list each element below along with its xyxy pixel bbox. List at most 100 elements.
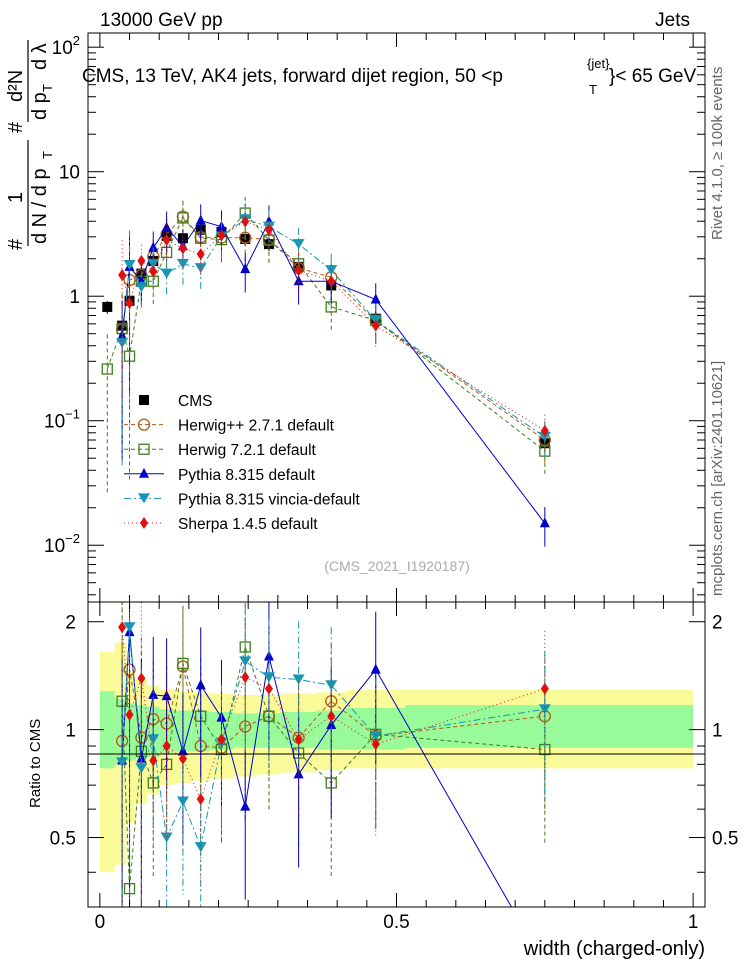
ylabel-den-2a: d p bbox=[29, 92, 51, 120]
ylabel-hash-2: # bbox=[5, 121, 27, 133]
legend-item-cms: CMS bbox=[139, 393, 212, 410]
main-panel-series bbox=[101, 196, 551, 547]
ratio-uncertainty-bands bbox=[99, 642, 694, 873]
y-tick-label: 10−1 bbox=[44, 407, 80, 433]
data-point bbox=[540, 424, 549, 437]
ratio-y-tick-label: 0.5 bbox=[50, 829, 76, 850]
legend-label: Herwig++ 2.7.1 default bbox=[178, 418, 335, 435]
ylabel-num-2: d²N bbox=[5, 70, 27, 102]
data-point bbox=[195, 214, 206, 225]
ratio-y-tick-label: 1 bbox=[65, 721, 76, 742]
ratio-point bbox=[195, 679, 206, 690]
data-point bbox=[148, 241, 159, 252]
data-point bbox=[125, 297, 134, 310]
ratio-y-tick-label-right: 2 bbox=[712, 613, 723, 634]
series-sherpa-1-4-5-default bbox=[118, 205, 549, 455]
ratio-point bbox=[264, 682, 273, 695]
data-point bbox=[264, 223, 273, 236]
legend-item-herwig-7-2-1-default: Herwig 7.2.1 default bbox=[124, 442, 317, 459]
ratio-point bbox=[135, 763, 148, 774]
ratio-line bbox=[121, 632, 513, 907]
legend-label: Pythia 8.315 default bbox=[178, 467, 316, 484]
ratio-point bbox=[118, 621, 127, 634]
data-point bbox=[178, 242, 187, 255]
ylabel-num-1: 1 bbox=[5, 192, 27, 203]
ylabel-den-1-sub: T bbox=[40, 151, 55, 159]
ratio-band-green bbox=[99, 691, 115, 769]
legend-item-sherpa-1-4-5-default: Sherpa 1.4.5 default bbox=[124, 516, 318, 533]
legend-marker bbox=[139, 467, 149, 478]
data-point bbox=[101, 363, 113, 375]
legend-label: Sherpa 1.4.5 default bbox=[178, 516, 318, 533]
ratio-y-tick-label-right: 1 bbox=[712, 721, 723, 742]
panel-title-subscript: T bbox=[589, 82, 597, 97]
legend-item-pythia-8-315-vincia-default: Pythia 8.315 vincia-default bbox=[124, 491, 361, 508]
data-point bbox=[196, 248, 205, 261]
ratio-point bbox=[125, 708, 134, 721]
data-point bbox=[241, 215, 250, 228]
y-tick-label: 102 bbox=[52, 33, 80, 59]
legend-item-herwig-2-7-1-default: Herwig++ 2.7.1 default bbox=[124, 418, 335, 435]
ylabel-den-2b: d λ bbox=[29, 43, 51, 70]
ratio-point bbox=[327, 710, 336, 723]
data-point bbox=[135, 282, 148, 293]
data-point bbox=[161, 221, 172, 232]
ylabel-den-2a-sub: T bbox=[40, 84, 55, 92]
legend-label: Pythia 8.315 vincia-default bbox=[178, 491, 361, 508]
data-point bbox=[293, 275, 304, 286]
ratio-point bbox=[292, 674, 305, 685]
ratio-point bbox=[194, 842, 207, 853]
data-point bbox=[118, 269, 127, 282]
data-point bbox=[116, 338, 129, 349]
ratio-point bbox=[538, 704, 551, 715]
rivet-version-label: Rivet 4.1.0, ≥ 100k events bbox=[709, 67, 726, 240]
data-point bbox=[123, 260, 136, 271]
ratio-band-green bbox=[114, 698, 127, 765]
legend-marker bbox=[140, 517, 148, 529]
data-point bbox=[149, 265, 158, 278]
ratio-point bbox=[239, 656, 252, 667]
data-point bbox=[162, 234, 171, 247]
data-point bbox=[137, 254, 146, 267]
data-point bbox=[102, 301, 113, 312]
data-point bbox=[538, 432, 551, 443]
ratio-point bbox=[161, 690, 172, 701]
ylabel-hash-1: # bbox=[5, 238, 27, 250]
legend-marker bbox=[138, 443, 150, 455]
data-point bbox=[177, 212, 189, 224]
ratio-point bbox=[149, 754, 158, 767]
ratio-point bbox=[540, 959, 550, 969]
data-point bbox=[292, 239, 305, 250]
series-line bbox=[106, 212, 546, 452]
ratio-y-axis-label: Ratio to CMS bbox=[27, 719, 44, 808]
ratio-band-green bbox=[126, 703, 136, 761]
legend-label: CMS bbox=[178, 393, 212, 410]
ratio-point bbox=[241, 671, 250, 684]
ratio-point bbox=[137, 672, 146, 685]
ratio-point bbox=[371, 738, 380, 751]
data-point bbox=[539, 517, 550, 528]
ratio-point bbox=[196, 793, 205, 806]
x-tick-label: 0.5 bbox=[383, 912, 409, 933]
ratio-panel-series bbox=[115, 602, 551, 969]
y-tick-label: 1 bbox=[69, 287, 80, 308]
legend-marker bbox=[139, 395, 149, 405]
data-point bbox=[176, 258, 189, 269]
main-y-axis-label: # 1 d N / d p T # d²N d p T d λ bbox=[5, 40, 55, 250]
ratio-y-tick-label-right: 0.5 bbox=[712, 829, 738, 850]
axis-ticks bbox=[88, 33, 705, 907]
x-tick-label: 0 bbox=[95, 912, 106, 933]
data-point bbox=[327, 275, 336, 288]
ratio-point bbox=[325, 680, 338, 691]
legend: CMS Herwig++ 2.7.1 default Herwig 7.2.1 de… bbox=[124, 393, 361, 533]
legend-marker bbox=[138, 493, 150, 504]
ratio-point bbox=[177, 657, 189, 670]
legend-marker bbox=[137, 418, 151, 431]
y-tick-label: 10−2 bbox=[44, 531, 80, 557]
header-energy-label: 13000 GeV pp bbox=[100, 10, 223, 31]
mcplots-source-label: mcplots.cern.ch [arXiv:2401.10621] bbox=[709, 361, 726, 596]
header-process-label: Jets bbox=[655, 10, 690, 31]
analysis-watermark: (CMS_2021_I1920187) bbox=[324, 558, 470, 574]
panel-title-tail: }< 65 GeV bbox=[609, 66, 696, 87]
y-tick-label: 10 bbox=[59, 163, 80, 184]
